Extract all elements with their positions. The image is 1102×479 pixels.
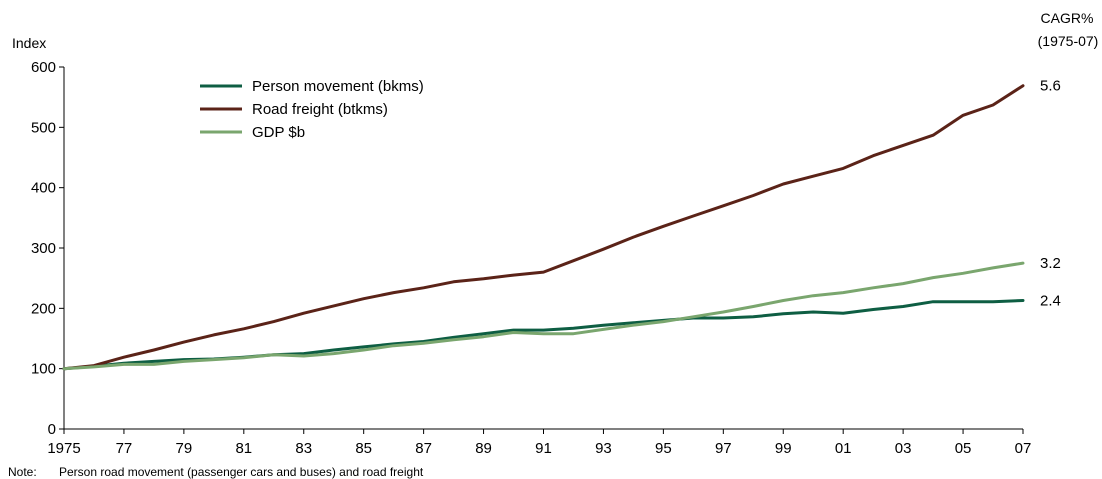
y-tick-label-400: 400 [31,180,56,197]
x-tick-label-1993: 93 [595,440,612,457]
x-tick-label-1989: 89 [475,440,492,457]
x-tick-label-1977: 77 [116,440,133,457]
legend-label-road-freight-btkms: Road freight (btkms) [252,101,388,118]
x-tick-label-1995: 95 [655,440,672,457]
x-tick-label-1981: 81 [235,440,252,457]
x-tick-label-1983: 83 [295,440,312,457]
x-tick-label-2005: 05 [955,440,972,457]
y-tick-label-200: 200 [31,300,56,317]
x-tick-label-1975: 1975 [47,440,80,457]
end-label-person-movement-bkms: 2.4 [1040,292,1061,309]
note-label: Note: [8,465,37,479]
chart-axes: 0 100 200 300 400 500 600 1975 77 79 81 83 85 87 89 91 9… [31,59,1031,457]
end-label-road-freight-btkms: 5.6 [1040,78,1061,95]
series-line-gdp-b [62,261,1025,371]
y-tick-label-500: 500 [31,119,56,136]
x-tick-label-1987: 87 [415,440,432,457]
cagr-header-line2: (1975-07) [1038,33,1099,49]
end-label-gdp-b: 3.2 [1040,255,1061,272]
x-tick-label-1979: 79 [176,440,193,457]
x-tick-label-1985: 85 [355,440,372,457]
y-tick-label-100: 100 [31,361,56,378]
y-axis-label: Index [12,35,46,51]
x-tick-label-1999: 99 [775,440,792,457]
legend: Person movement (bkms) Road freight (btkm… [200,78,424,141]
x-tick-label-1991: 91 [535,440,552,457]
legend-label-gdp-b: GDP $b [252,124,305,141]
x-tick-label-1997: 97 [715,440,732,457]
series-line-road-freight-btkms [62,84,1025,371]
y-tick-label-600: 600 [31,59,56,76]
y-tick-label-0: 0 [48,421,56,438]
legend-label-person-movement-bkms: Person movement (bkms) [252,78,424,95]
cagr-header-line1: CAGR% [1041,10,1094,26]
x-tick-label-2003: 03 [895,440,912,457]
x-tick-label-2007: 07 [1015,440,1032,457]
chart-series: 2.4 5.6 3.2 [62,78,1061,371]
note-text: Person road movement (passenger cars and… [59,465,424,479]
x-tick-label-2001: 01 [835,440,852,457]
y-tick-label-300: 300 [31,240,56,257]
